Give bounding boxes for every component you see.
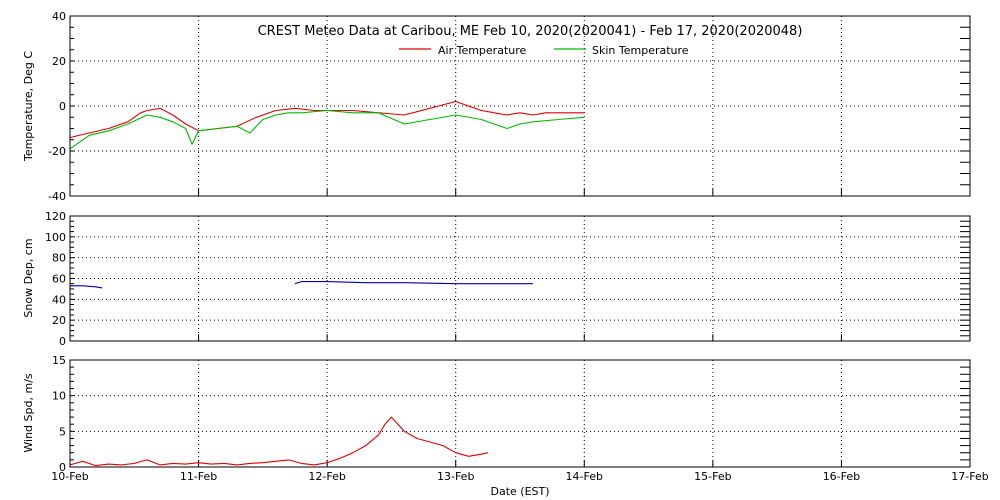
temperature-y-axis-title: Temperature, Deg C — [22, 51, 35, 162]
snow-depth-frame — [69, 215, 971, 342]
wind-speed-y-axis-title: Wind Spd, m/s — [22, 373, 35, 453]
temperature-y-tick-labels: 40 20 0 -20 -40 — [48, 10, 66, 203]
series-line-0 — [69, 100, 585, 139]
series-line-0 — [294, 281, 533, 285]
x-tick-label: 16-Feb — [823, 470, 860, 483]
y-tick-label: 40 — [52, 293, 66, 306]
y-tick-label: 40 — [52, 10, 66, 23]
x-tick-label: 14-Feb — [566, 470, 603, 483]
snow-depth-y-axis-title: Snow Dep, cm — [22, 238, 35, 317]
wind-speed-series — [69, 416, 489, 467]
y-tick-label: 120 — [45, 210, 66, 223]
x-axis-title: Date (EST) — [490, 485, 549, 498]
y-tick-label: 60 — [52, 273, 66, 286]
y-tick-label: 20 — [52, 55, 66, 68]
legend-air-label: Air Temperature — [438, 44, 527, 57]
x-tick-label: 12-Feb — [308, 470, 345, 483]
y-tick-label: 80 — [52, 252, 66, 265]
series-line-1 — [69, 109, 585, 150]
y-tick-label: 10 — [52, 390, 66, 403]
y-tick-label: 15 — [52, 354, 66, 367]
y-tick-label: 20 — [52, 314, 66, 327]
temperature-panel: 40 20 0 -20 -40 Temperature, Deg C CREST Met… — [22, 10, 971, 203]
snow-depth-y-tick-labels: 120 100 80 60 40 20 0 — [45, 210, 66, 348]
y-tick-label: 0 — [59, 461, 66, 474]
wind-speed-frame — [69, 359, 971, 468]
x-tick-label: 11-Feb — [180, 470, 217, 483]
x-tick-label: 13-Feb — [437, 470, 474, 483]
y-tick-label: 0 — [59, 335, 66, 348]
y-tick-label: -20 — [48, 145, 66, 158]
temperature-frame — [69, 15, 971, 197]
legend: Air Temperature Skin Temperature — [399, 44, 689, 57]
y-tick-label: 0 — [59, 100, 66, 113]
temperature-ticks — [69, 15, 971, 197]
chart-title: CREST Meteo Data at Caribou, ME Feb 10, … — [258, 24, 803, 39]
x-tick-label: 17-Feb — [951, 470, 988, 483]
y-tick-label: -40 — [48, 190, 66, 203]
legend-skin-label: Skin Temperature — [592, 44, 689, 57]
series-line-0 — [69, 416, 489, 467]
x-tick-label: 10-Feb — [51, 470, 88, 483]
date-x-tick-labels: 10-Feb 11-Feb 12-Feb 13-Feb 14-Feb 15-Feb 16-F… — [51, 470, 988, 483]
y-tick-label: 100 — [45, 231, 66, 244]
snow-depth-grid — [70, 216, 970, 341]
snow-depth-series — [70, 281, 533, 289]
x-tick-label: 15-Feb — [694, 470, 731, 483]
temperature-series — [69, 100, 585, 150]
wind-speed-y-tick-labels: 15 10 5 0 — [52, 354, 66, 474]
snow-depth-panel: 120 100 80 60 40 20 0 Snow Dep, cm — [22, 210, 971, 348]
y-tick-label: 5 — [59, 425, 66, 438]
series-line-0 — [70, 285, 103, 289]
